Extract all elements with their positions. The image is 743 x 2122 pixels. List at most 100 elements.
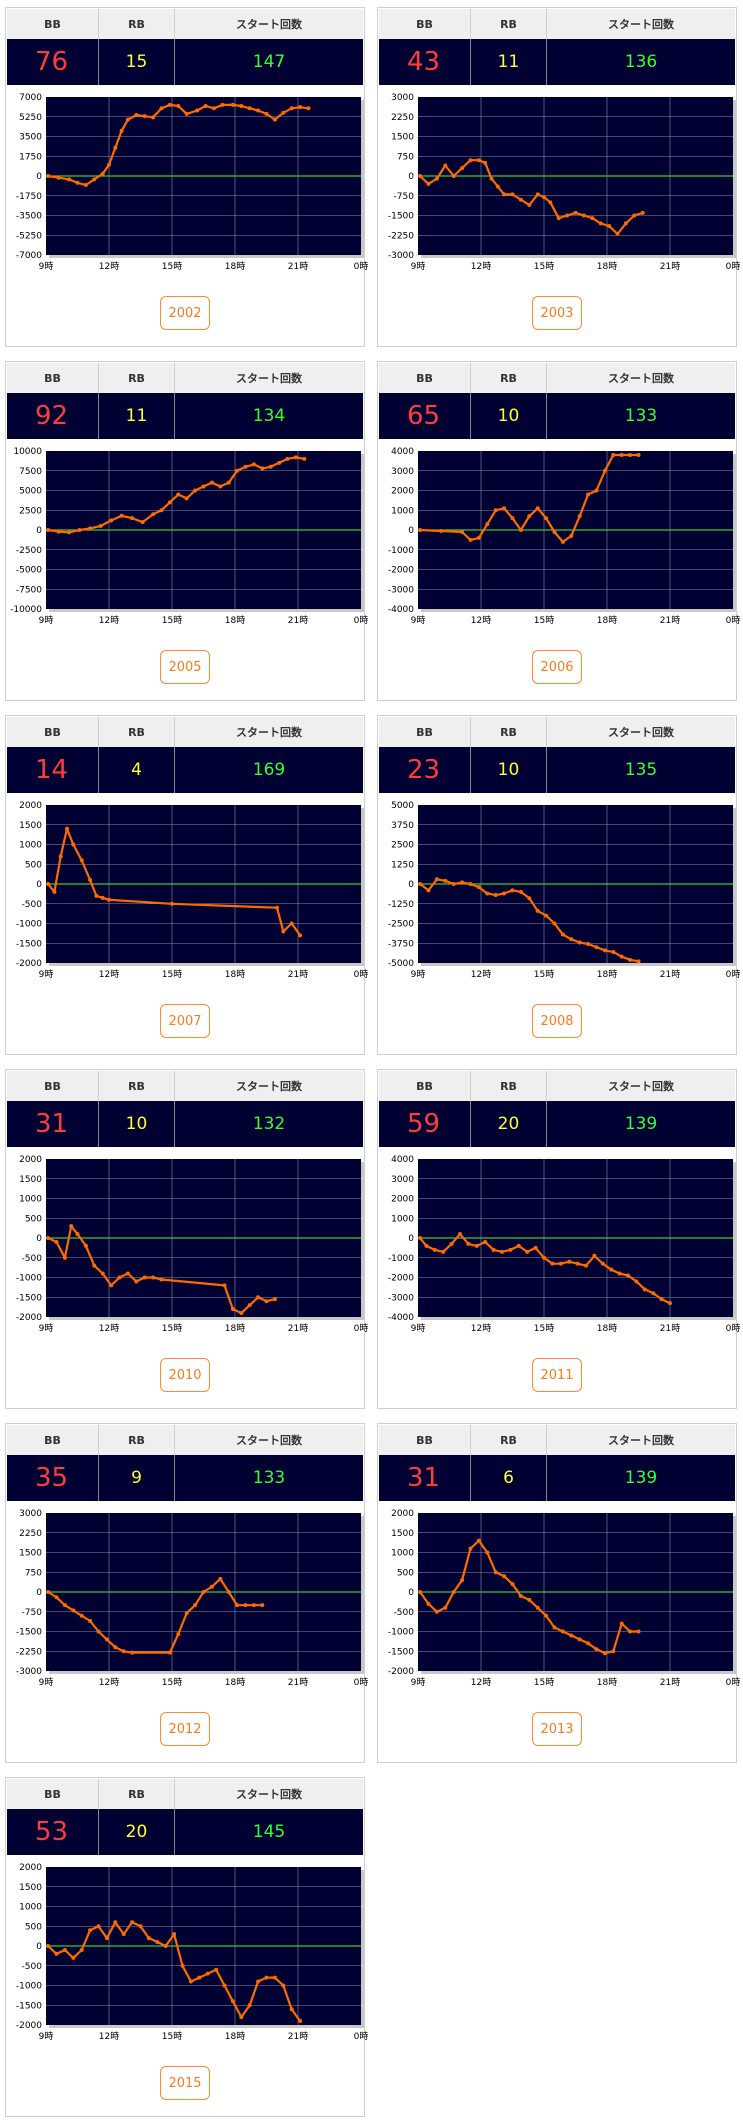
data-point [109,518,114,523]
x-tick-label: 9時 [39,2031,54,2042]
y-tick-label: -10000 [10,605,42,615]
start-count-header: スタート回数 [236,18,302,31]
rb-value: 10 [471,747,547,793]
data-point [193,488,198,493]
data-point [560,1629,565,1634]
data-point [46,528,51,532]
year-button[interactable]: 2007 [160,1004,210,1038]
x-tick-label: 21時 [660,261,680,272]
year-button[interactable]: 2008 [532,1004,582,1038]
x-tick-label: 15時 [534,1677,554,1688]
data-point [552,1625,557,1630]
data-point [203,104,208,109]
data-point [476,1538,481,1543]
year-button[interactable]: 2006 [532,650,582,684]
data-point [62,1603,67,1608]
data-point [268,464,273,469]
data-point [535,506,540,511]
year-button[interactable]: 2012 [160,1712,210,1746]
y-tick-label: -1500 [388,212,414,222]
year-button[interactable]: 2011 [532,1358,582,1392]
data-point [121,1649,126,1654]
bb-value: 23 [379,747,471,793]
x-tick-label: 12時 [471,261,491,272]
data-point [592,1253,597,1258]
rb-header: RB [471,717,547,747]
rb-value: 11 [471,39,547,85]
stats-header: BB RB スタート回数 [379,363,735,393]
data-point [460,529,465,534]
data-point [441,1249,446,1254]
x-tick-label: 0時 [354,261,369,272]
data-point [573,210,578,215]
y-tick-label: 2000 [19,1863,42,1873]
y-tick-label: 10000 [13,447,42,457]
data-point [565,213,570,218]
x-tick-label: 12時 [99,969,119,980]
data-point [611,949,616,954]
data-point [424,1243,429,1248]
x-tick-label: 9時 [39,261,54,272]
y-tick-label: 1500 [19,1175,42,1185]
year-button[interactable]: 2013 [532,1712,582,1746]
rb-value: 10 [99,1101,175,1147]
stats-values: 31 10 132 [7,1101,363,1147]
slump-chart: 3000 2250 1500 750 0 -750 -1500 -2250 -3000 9時 12時… [378,89,741,289]
stats-header: BB RB スタート回数 [7,9,363,39]
data-point [218,484,223,489]
x-tick-label: 18時 [225,1323,245,1334]
data-point [607,224,612,229]
x-tick-label: 15時 [162,1677,182,1688]
data-point [121,1932,126,1937]
data-point [239,1311,244,1316]
stats-header: BB RB スタート回数 [379,717,735,747]
data-point [495,184,500,189]
data-point [483,160,488,165]
data-point [449,1241,454,1246]
x-tick-label: 12時 [99,1323,119,1334]
result-card: BB RB スタート回数 23 10 135 5000 3750 2500 1250 0… [377,715,740,1055]
data-point [77,528,82,532]
bb-value: 65 [379,393,471,439]
data-point [226,480,231,485]
x-tick-label: 21時 [660,1323,680,1334]
x-tick-label: 15時 [534,969,554,980]
stats-header: BB RB スタート回数 [7,1779,363,1809]
data-point [62,1255,67,1260]
data-point [527,202,532,207]
stats-header: BB RB スタート回数 [7,1425,363,1455]
year-button[interactable]: 2002 [160,296,210,330]
x-tick-label: 15時 [162,2031,182,2042]
data-point [611,1649,616,1654]
y-tick-label: -7000 [16,251,42,261]
y-tick-label: -1000 [388,546,414,556]
data-point [222,1283,227,1288]
y-tick-label: -1250 [388,900,414,910]
y-tick-label: 500 [25,1922,42,1932]
year-button[interactable]: 2005 [160,650,210,684]
data-point [119,513,124,518]
data-point [151,512,156,517]
data-point [510,1582,515,1587]
rb-header: RB [99,363,175,393]
y-tick-label: -2000 [16,1313,42,1323]
data-point [230,1999,235,2004]
slump-chart: 2000 1500 1000 500 0 -500 -1000 -1500 -2000 9時 12時… [6,1859,369,2059]
year-button[interactable]: 2015 [160,2066,210,2100]
data-point [460,166,465,171]
year-button[interactable]: 2003 [532,296,582,330]
data-point [636,1629,641,1634]
data-point [594,945,599,950]
x-tick-label: 0時 [354,969,369,980]
data-point [184,496,189,501]
data-point [476,158,481,163]
data-point [476,535,481,540]
data-point [188,1979,193,1984]
y-tick-label: 3750 [391,821,414,831]
data-point [502,506,507,511]
data-point [418,882,423,886]
x-tick-label: 0時 [726,969,741,980]
year-button[interactable]: 2010 [160,1358,210,1392]
